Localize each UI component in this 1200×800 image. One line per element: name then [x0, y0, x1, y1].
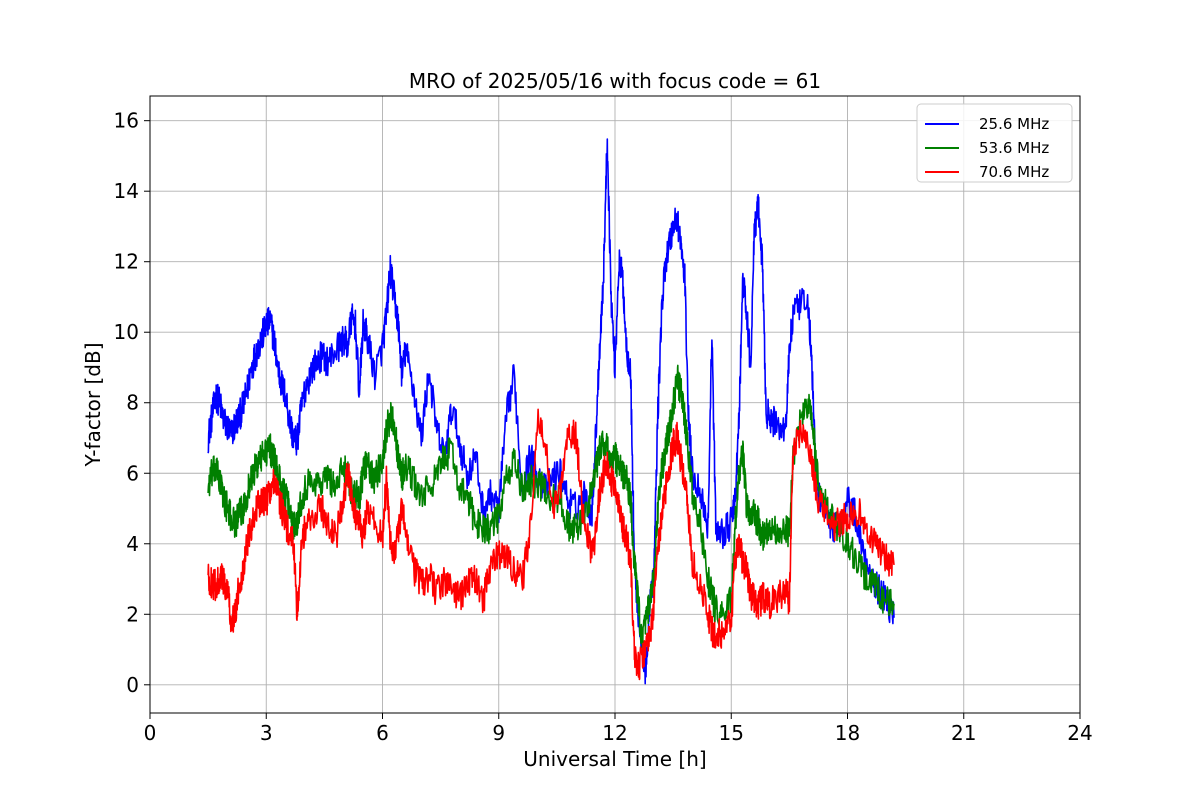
legend-label: 53.6 MHz — [979, 139, 1049, 157]
x-tick-label: 9 — [492, 721, 505, 745]
series-line-53-6-mhz — [207, 364, 895, 655]
y-tick-label: 6 — [126, 461, 139, 485]
series-line-70-6-mhz — [207, 408, 895, 681]
series-layer — [207, 138, 895, 685]
y-tick-label: 0 — [126, 673, 139, 697]
y-tick-label: 14 — [114, 179, 139, 203]
y-tick-label: 16 — [114, 109, 139, 133]
x-tick-label: 12 — [602, 721, 627, 745]
chart-title: MRO of 2025/05/16 with focus code = 61 — [409, 69, 821, 93]
x-tick-label: 24 — [1067, 721, 1092, 745]
x-tick-label: 21 — [951, 721, 976, 745]
y-axis-label: Y-factor [dB] — [81, 342, 105, 467]
legend: 25.6 MHz 53.6 MHz 70.6 MHz — [916, 103, 1073, 183]
y-tick-label: 10 — [114, 320, 139, 344]
x-axis-label: Universal Time [h] — [523, 747, 706, 771]
x-tick-label: 18 — [835, 721, 860, 745]
x-tick-label: 0 — [144, 721, 157, 745]
x-tick-label: 15 — [719, 721, 744, 745]
series-line-25-6-mhz — [207, 138, 895, 685]
legend-label: 25.6 MHz — [979, 115, 1049, 133]
y-tick-label: 4 — [126, 532, 139, 556]
y-tick-label: 12 — [114, 250, 139, 274]
x-tick-label: 6 — [376, 721, 389, 745]
y-tick-label: 8 — [126, 391, 139, 415]
y-tick-label: 2 — [126, 602, 139, 626]
x-tick-label: 3 — [260, 721, 273, 745]
legend-label: 70.6 MHz — [979, 163, 1049, 181]
